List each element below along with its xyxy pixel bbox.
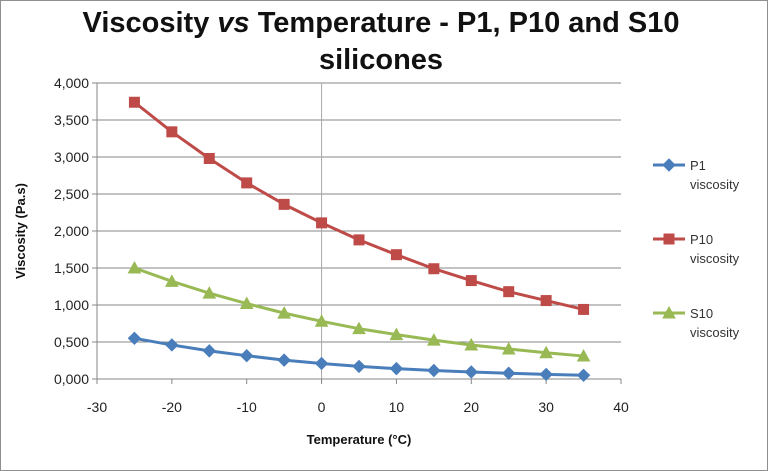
- series-1-point: [165, 338, 179, 352]
- y-tick-label: 1,000: [54, 297, 89, 313]
- x-tick-label: -20: [162, 399, 182, 415]
- legend-marker: [663, 233, 675, 245]
- series-3-point: [239, 296, 254, 310]
- series-2-point: [278, 198, 290, 210]
- legend-label: P10: [690, 232, 713, 247]
- legend-marker: [662, 158, 676, 172]
- series-2-point: [128, 96, 140, 108]
- series-1-point: [427, 363, 441, 378]
- y-tick-label: 4,000: [54, 75, 89, 91]
- series-2-point: [203, 152, 215, 164]
- series-1-point: [576, 368, 591, 383]
- y-tick-label: 3,000: [54, 149, 89, 165]
- series-2-point: [390, 249, 402, 261]
- legend-label: viscosity: [690, 251, 740, 266]
- series-3-point: [165, 274, 179, 287]
- series-1-point: [277, 353, 291, 367]
- series-3-point: [352, 321, 366, 335]
- x-tick-label: -30: [87, 399, 107, 415]
- chart-title-part2: Temperature - P1, P10 and S10: [249, 7, 680, 39]
- x-tick-label: 30: [538, 399, 554, 415]
- y-tick-label: 2,000: [54, 223, 89, 239]
- y-tick-label: 0,000: [54, 371, 89, 387]
- series-2-point: [353, 234, 365, 246]
- series-1-point: [502, 366, 516, 380]
- series-1-point: [202, 344, 216, 358]
- series-1-point: [314, 356, 329, 371]
- y-tick-label: 2,500: [54, 186, 89, 202]
- series-line-3: [133, 266, 584, 358]
- series-2-point: [316, 217, 328, 229]
- series-2-point: [503, 286, 515, 298]
- series-2-point: [241, 177, 253, 189]
- legend-marker: [662, 305, 676, 319]
- series-2-point: [578, 303, 590, 315]
- series-3-point: [501, 341, 516, 355]
- chart-title-line2: silicones: [318, 44, 444, 76]
- chart-title: Viscosity vs Temperature - P1, P10 and S…: [61, 5, 701, 79]
- series-1-point: [352, 359, 366, 374]
- series-3-point: [539, 345, 553, 359]
- series-3-point: [314, 314, 329, 327]
- series-3-point: [127, 260, 142, 274]
- x-tick-label: -10: [237, 399, 257, 415]
- series-3-point: [576, 349, 591, 362]
- y-tick-label: 3,500: [54, 112, 89, 128]
- y-tick-label: 1,500: [54, 260, 89, 276]
- series-1-point: [240, 348, 254, 363]
- legend-label: viscosity: [690, 325, 740, 340]
- series-1-point: [539, 367, 553, 382]
- series-3-point: [464, 337, 479, 351]
- series-1-point: [464, 365, 478, 379]
- legend-label: viscosity: [690, 177, 740, 192]
- y-axis-title: Viscosity (Pa.s): [13, 183, 28, 279]
- x-tick-label: 10: [389, 399, 405, 415]
- series-1-point: [389, 361, 404, 376]
- x-tick-label: 40: [613, 399, 629, 415]
- series-2-point: [428, 263, 440, 275]
- legend-label: S10: [690, 306, 713, 321]
- series-3-point: [277, 306, 291, 319]
- chart-title-part1: Viscosity: [82, 7, 218, 39]
- series-line-2: [133, 101, 584, 311]
- series-2-point: [540, 295, 552, 307]
- series-1-point: [127, 331, 142, 346]
- series-3-point: [427, 333, 441, 346]
- legend-label: P1: [690, 158, 706, 173]
- series-3-point: [389, 327, 404, 341]
- x-tick-label: 0: [318, 399, 326, 415]
- y-tick-label: 0,500: [54, 334, 89, 350]
- x-tick-label: 20: [463, 399, 479, 415]
- chart-title-vs: vs: [217, 7, 250, 39]
- series-2-point: [166, 126, 178, 138]
- series-2-point: [465, 275, 477, 287]
- series-3-point: [202, 286, 217, 299]
- x-axis-title: Temperature (°C): [307, 432, 412, 447]
